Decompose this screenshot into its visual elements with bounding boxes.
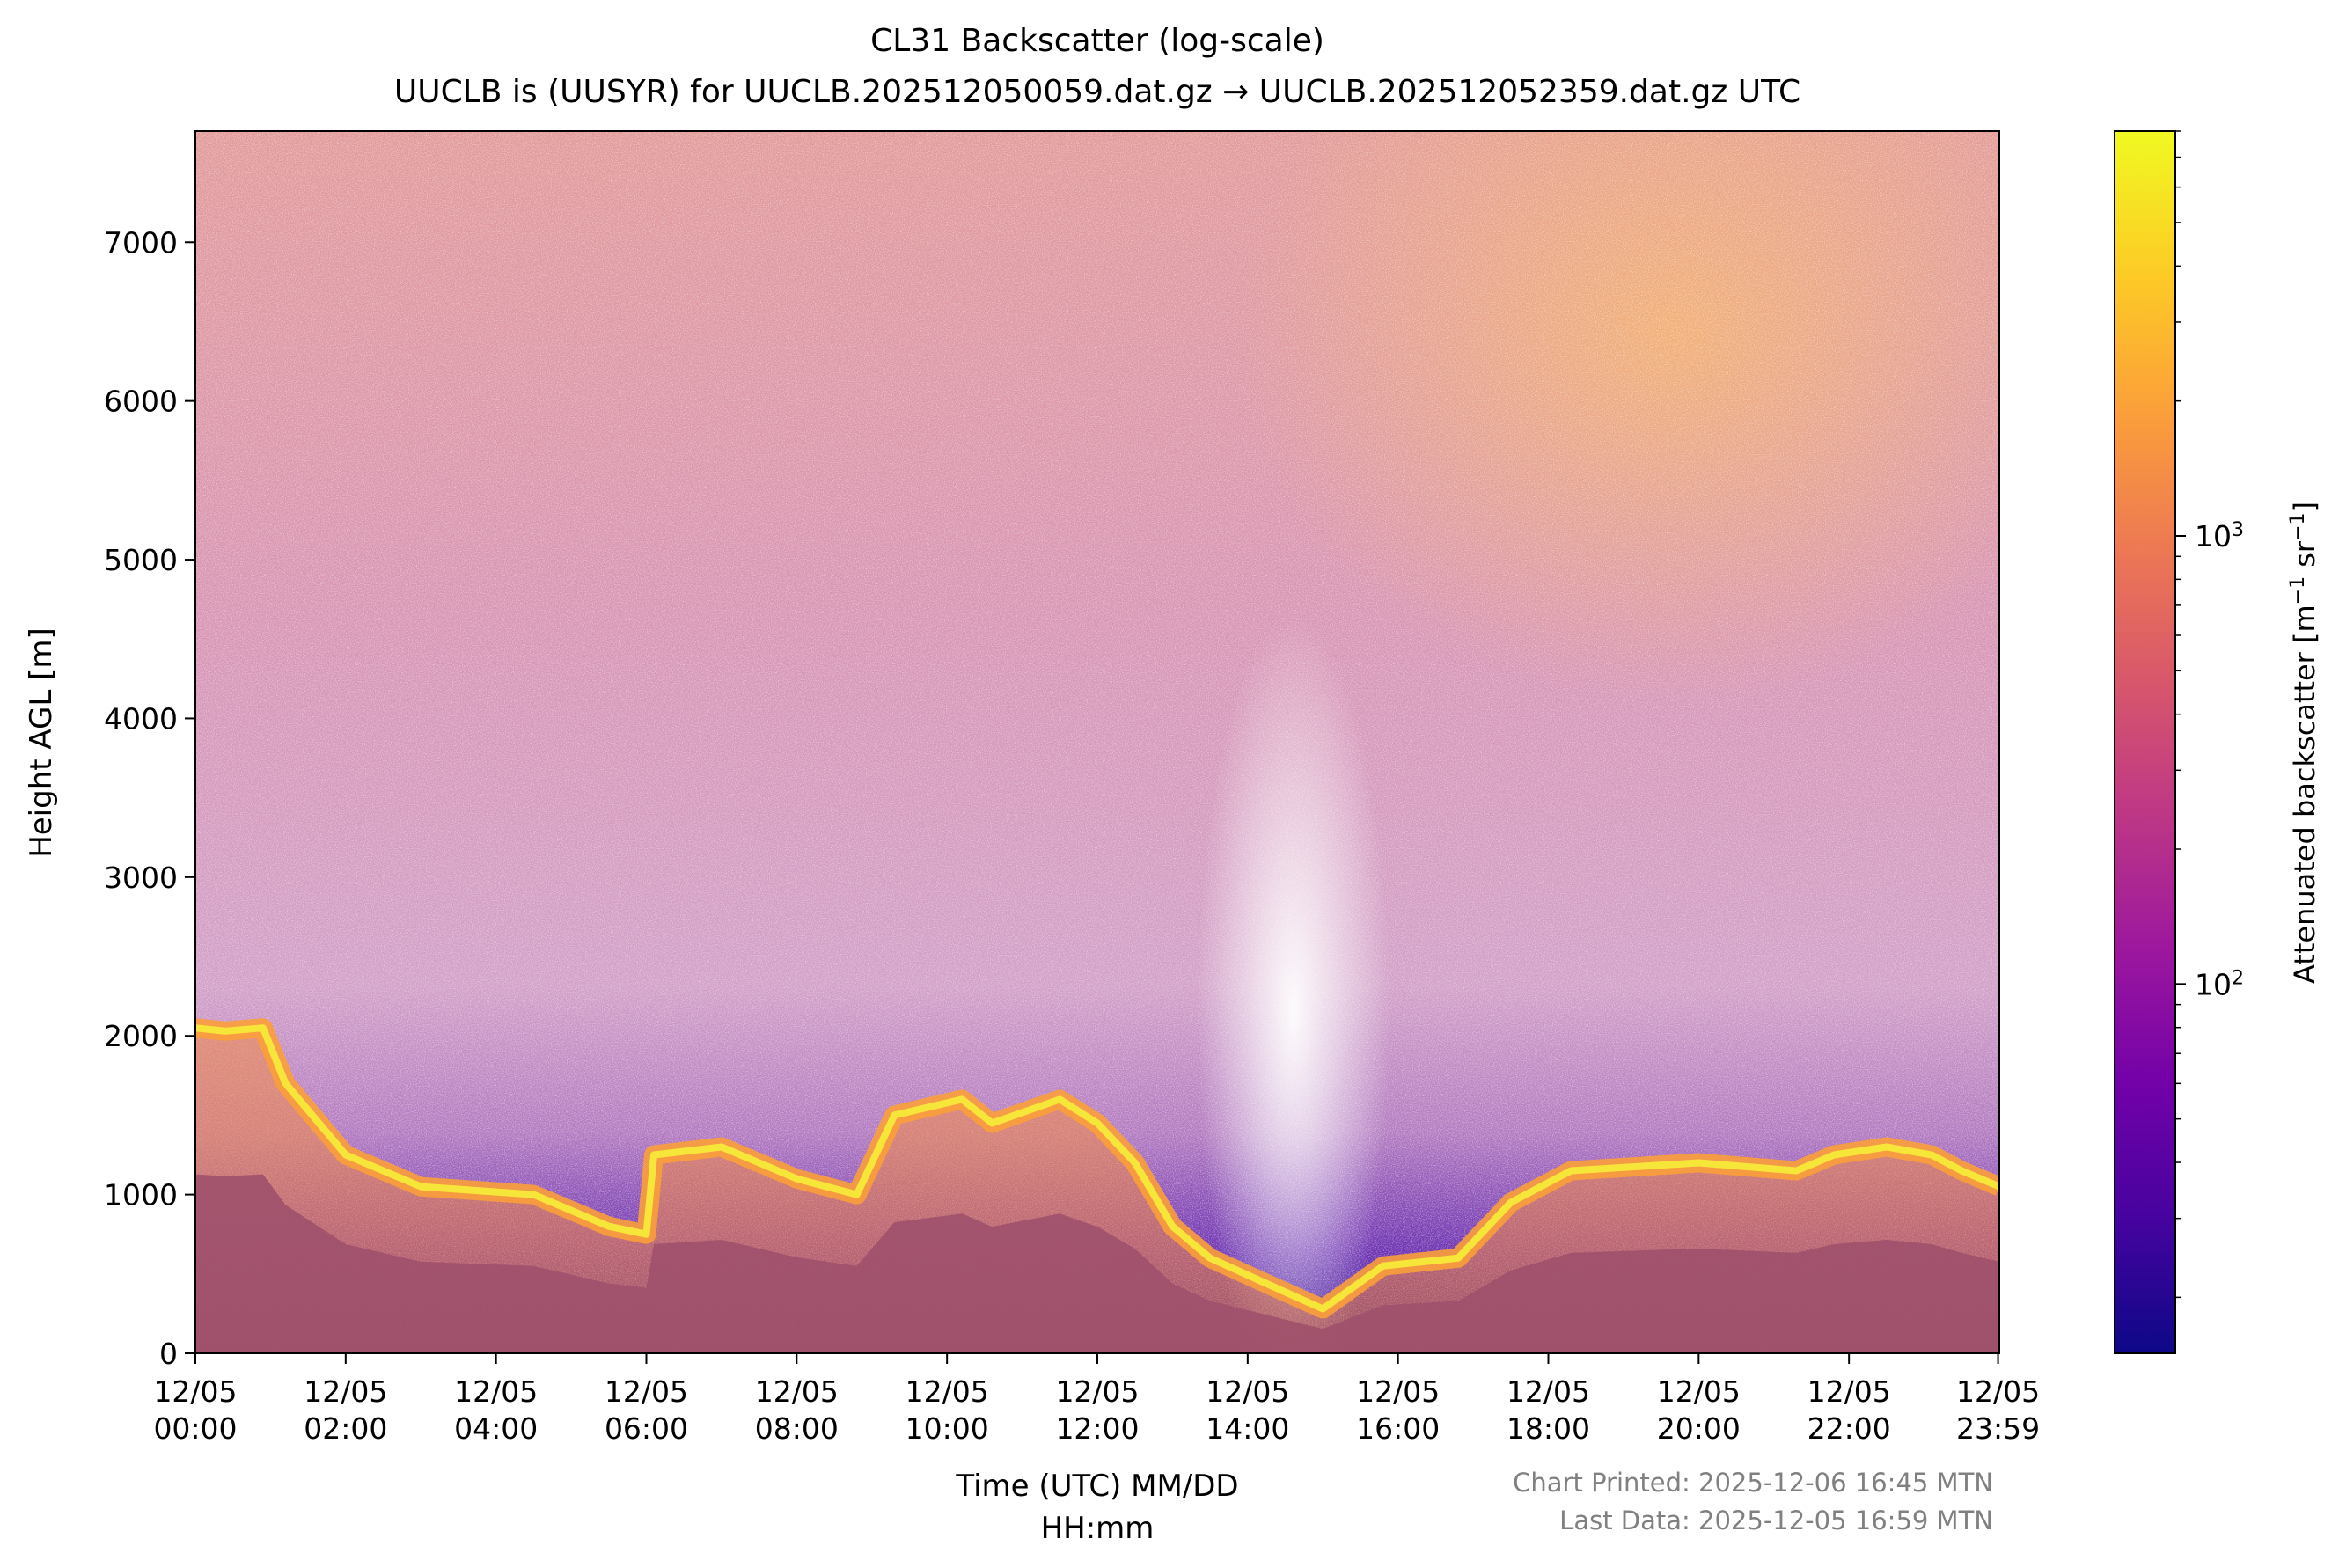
x-tick-label-date: 12/05 xyxy=(1356,1374,1440,1409)
colorbar-label-end: ] xyxy=(2288,502,2321,512)
x-tick-label-time: 18:00 xyxy=(1507,1411,1590,1446)
x-tick-label-time: 12:00 xyxy=(1055,1411,1139,1446)
x-tick-label-date: 12/05 xyxy=(1807,1374,1891,1409)
y-axis: 0 1000 2000 3000 4000 5000 6000 7000 xyxy=(104,225,195,1371)
y-tick-label: 7000 xyxy=(104,225,178,260)
x-tick-label-date: 12/05 xyxy=(906,1374,989,1409)
colorbar-label-sup2: −1 xyxy=(2287,512,2309,540)
chart-subtitle: UUCLB is (UUSYR) for UUCLB.202512050059.… xyxy=(394,74,1800,110)
y-tick-label: 3000 xyxy=(104,861,178,895)
x-tick-label-date: 12/05 xyxy=(1055,1374,1139,1409)
x-tick-label-date: 12/05 xyxy=(605,1374,688,1409)
x-tick-label-time: 06:00 xyxy=(605,1411,688,1446)
x-tick-label-date: 12/05 xyxy=(304,1374,387,1409)
colorbar-label-text: Attenuated backscatter [m xyxy=(2288,604,2321,984)
x-tick-label-time: 04:00 xyxy=(454,1411,538,1446)
x-axis-label: Time (UTC) MM/DD xyxy=(955,1469,1238,1504)
colorbar-tick-label: 102 xyxy=(2195,967,2244,1002)
x-tick-label-time: 02:00 xyxy=(304,1411,387,1446)
x-tick-label-time: 22:00 xyxy=(1807,1411,1891,1446)
x-tick-label-time: 10:00 xyxy=(906,1411,989,1446)
x-tick-label-date: 12/05 xyxy=(153,1374,237,1409)
colorbar-label-mid: sr xyxy=(2288,540,2321,576)
x-tick-label-date: 12/05 xyxy=(454,1374,538,1409)
x-tick-label-time: 23:59 xyxy=(1956,1411,2040,1446)
chart-title: CL31 Backscatter (log-scale) xyxy=(870,23,1324,59)
cloud-base-line xyxy=(195,1024,1999,1313)
x-tick-label-time: 00:00 xyxy=(153,1411,237,1446)
x-tick-label-date: 12/05 xyxy=(1206,1374,1289,1409)
x-tick-label-time: 14:00 xyxy=(1206,1411,1289,1446)
y-tick-label: 1000 xyxy=(104,1178,178,1213)
y-tick-label: 4000 xyxy=(104,701,178,736)
cloud-precip-fill xyxy=(195,1028,1999,1353)
x-axis: 12/0500:0012/0502:0012/0504:0012/0506:00… xyxy=(153,1353,2040,1446)
y-tick-label: 0 xyxy=(159,1337,178,1371)
colorbar-gradient xyxy=(2114,130,2176,1354)
last-data-text: Last Data: 2025-12-05 16:59 MTN xyxy=(1559,1506,1993,1535)
x-tick-label-date: 12/05 xyxy=(1956,1374,2040,1409)
x-tick-label-date: 12/05 xyxy=(1657,1374,1741,1409)
x-tick-label-time: 20:00 xyxy=(1657,1411,1741,1446)
x-axis-label-line2: HH:mm xyxy=(1041,1511,1155,1546)
y-axis-label: Height AGL [m] xyxy=(24,627,59,858)
colorbar-label: Attenuated backscatter [m−1 sr−1] xyxy=(2287,502,2322,984)
y-tick-label: 2000 xyxy=(104,1019,178,1053)
colorbar-label-sup1: −1 xyxy=(2287,576,2309,604)
plot-area xyxy=(195,131,1999,1353)
x-tick-label-time: 16:00 xyxy=(1356,1411,1440,1446)
cloud-layer-group xyxy=(195,1018,1999,1353)
x-tick-label-date: 12/05 xyxy=(1507,1374,1590,1409)
chart-printed-text: Chart Printed: 2025-12-06 16:45 MTN xyxy=(1513,1468,1993,1498)
x-tick-label-time: 08:00 xyxy=(755,1411,839,1446)
y-tick-label: 6000 xyxy=(104,385,178,419)
x-tick-label-date: 12/05 xyxy=(755,1374,839,1409)
colorbar-ticks: 102 103 xyxy=(2175,130,2244,1299)
y-tick-label: 5000 xyxy=(104,543,178,577)
colorbar-tick-label: 103 xyxy=(2195,518,2244,553)
